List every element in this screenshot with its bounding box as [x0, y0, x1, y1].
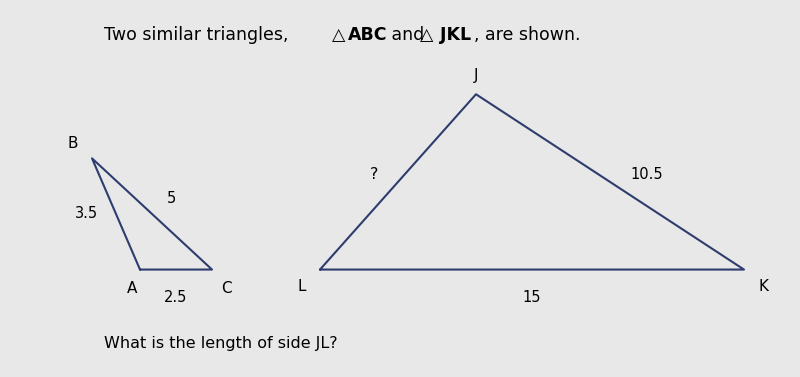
Text: 15: 15: [522, 290, 542, 305]
Text: ?: ?: [370, 167, 378, 182]
Text: Two similar triangles,: Two similar triangles,: [104, 26, 294, 44]
Text: , are shown.: , are shown.: [474, 26, 581, 44]
Text: What is the length of side JL?: What is the length of side JL?: [104, 336, 338, 351]
Text: 2.5: 2.5: [164, 290, 188, 305]
Text: L: L: [297, 279, 306, 294]
Text: B: B: [67, 136, 78, 151]
Text: and: and: [386, 26, 430, 44]
Text: 3.5: 3.5: [75, 207, 98, 221]
Text: K: K: [758, 279, 769, 294]
Text: JKL: JKL: [434, 26, 471, 44]
Text: 10.5: 10.5: [630, 167, 662, 182]
Text: J: J: [474, 68, 478, 83]
Text: △: △: [420, 26, 434, 44]
Text: △: △: [332, 26, 346, 44]
Text: C: C: [221, 281, 232, 296]
Text: ABC: ABC: [348, 26, 387, 44]
Text: 5: 5: [166, 192, 176, 206]
Text: A: A: [127, 281, 137, 296]
